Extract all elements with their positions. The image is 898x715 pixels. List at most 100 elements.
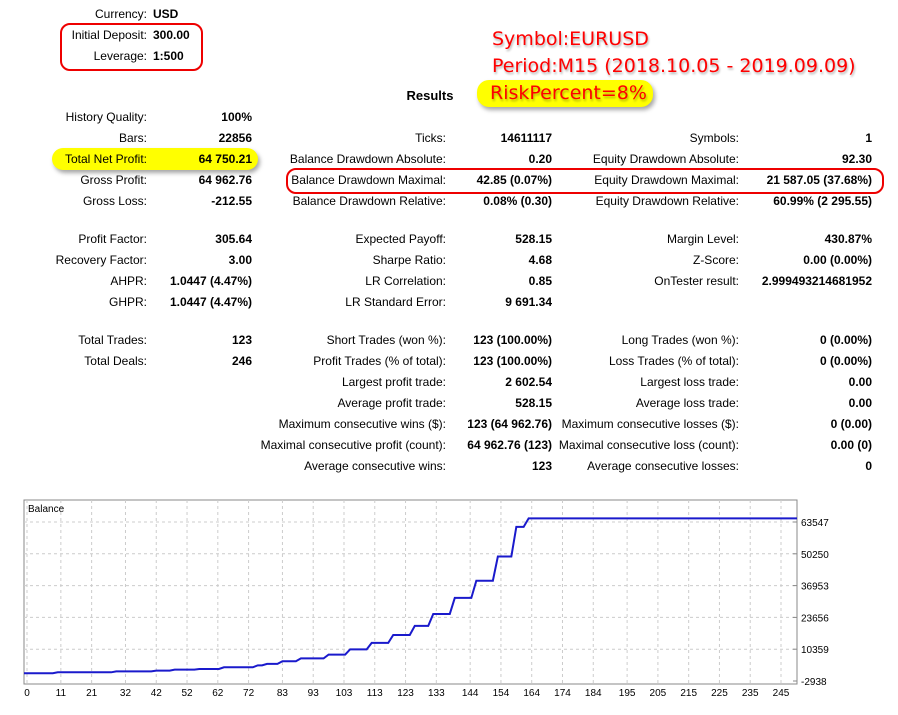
stat-value: 0.00 (0) [830,438,872,452]
stat-value: 0.20 [528,152,552,166]
stat-label: Average consecutive losses: [587,459,739,473]
stat-value: 0.00 [848,375,872,389]
y-tick-label: 50250 [801,550,829,561]
stat-label: LR Correlation: [365,274,446,288]
stat-label: Total Deals: [84,354,147,368]
stat-value: 123 (64 962.76) [467,417,552,431]
x-tick-label: 113 [367,688,383,699]
stat-value: 430.87% [824,232,872,246]
stat-label: Equity Drawdown Relative: [595,194,739,208]
stat-value: -212.55 [211,194,252,208]
x-tick-label: 205 [650,688,667,699]
stat-value: 0 (0.00) [830,417,872,431]
stat-value: 64 962.76 [198,173,252,187]
stat-value: 2.999493214681952 [761,274,872,288]
stat-label: Gross Profit: [80,173,147,187]
stat-label: Long Trades (won %): [621,333,739,347]
y-tick-label: 36953 [801,582,829,593]
stat-value: 2 602.54 [505,375,552,389]
stat-value: 123 [531,459,552,473]
y-tick-label: 10359 [801,645,829,656]
x-tick-label: 52 [181,688,193,699]
stat-label: Ticks: [415,131,446,145]
stat-value: 1.0447 (4.47%) [169,274,252,288]
x-tick-label: 144 [462,688,479,699]
stat-value: 0 (0.00%) [819,354,872,368]
stat-value: 246 [231,354,252,368]
stat-label: AHPR: [110,274,147,288]
stat-label: GHPR: [108,295,147,309]
x-tick-label: 93 [308,688,320,699]
x-tick-label: 21 [86,688,98,699]
stat-value: 92.30 [841,152,872,166]
x-tick-label: 245 [773,688,790,699]
stat-label: Equity Drawdown Absolute: [592,152,739,166]
results-title: Results [406,88,454,103]
currency-value: USD [153,7,179,21]
stat-value: 123 (100.00%) [473,333,552,347]
stat-value: 64 750.21 [198,152,252,166]
stat-label: Margin Level: [666,232,739,246]
stat-label: History Quality: [65,110,147,124]
stat-label: OnTester result: [654,274,739,288]
stat-value: 0.85 [528,274,552,288]
x-tick-label: 11 [56,688,67,699]
x-tick-label: 32 [120,688,132,699]
deposit-value: 300.00 [153,28,190,42]
stat-value: 21 587.05 (37.68%) [766,173,872,187]
leverage-label: Leverage: [93,49,147,63]
net-profit-highlight [52,148,258,170]
stat-value: 42.85 (0.07%) [476,173,552,187]
stat-value: 123 [231,333,252,347]
x-tick-label: 195 [619,688,636,699]
stat-label: Maximum consecutive losses ($): [561,417,739,431]
stat-label: Maximal consecutive profit (count): [260,438,446,452]
stat-value: 123 (100.00%) [473,354,552,368]
stat-value: 0 [865,459,872,473]
x-tick-label: 123 [397,688,414,699]
currency-label: Currency: [94,7,147,21]
stat-label: Expected Payoff: [355,232,446,246]
x-tick-label: 154 [493,688,510,699]
stat-label: Loss Trades (% of total): [608,354,739,368]
stat-label: Average profit trade: [337,396,446,410]
x-tick-label: 225 [711,688,728,699]
stat-value: 14611117 [500,131,552,145]
x-tick-label: 42 [151,688,163,699]
stat-value: 3.00 [228,253,252,267]
stat-label: Maximum consecutive wins ($): [278,417,446,431]
x-tick-label: 133 [428,688,445,699]
stat-value: 528.15 [515,232,552,246]
symbol-annotation: Symbol:EURUSD [492,28,649,50]
stat-label: Balance Drawdown Maximal: [291,173,446,187]
stat-value: 0.08% (0.30) [483,194,552,208]
stat-value: 9 691.34 [505,295,552,309]
stat-label: Recovery Factor: [55,253,147,267]
stat-label: Balance Drawdown Absolute: [289,152,446,166]
stat-label: Short Trades (won %): [326,333,446,347]
x-tick-label: 72 [243,688,255,699]
stat-label: Sharpe Ratio: [372,253,446,267]
chart-title: Balance [28,504,65,515]
stat-value: 60.99% (2 295.55) [773,194,872,208]
stat-label: Largest loss trade: [640,375,739,389]
x-tick-label: 103 [336,688,353,699]
stat-value: 1 [865,131,872,145]
x-tick-label: 83 [277,688,289,699]
x-tick-label: 174 [554,688,571,699]
stat-value: 22856 [218,131,252,145]
stat-label: Gross Loss: [82,194,147,208]
balance-line [24,517,797,675]
chart-frame [23,499,798,685]
stat-label: Average loss trade: [635,396,739,410]
stat-label: Symbols: [689,131,739,145]
risk-highlight [477,80,653,107]
stat-label: LR Standard Error: [345,295,446,309]
stat-label: Largest profit trade: [341,375,446,389]
y-tick-label: 23656 [801,613,829,624]
stat-value: 0.00 [848,396,872,410]
stat-value: 4.68 [528,253,552,267]
stat-label: Equity Drawdown Maximal: [594,173,739,187]
x-tick-label: 62 [212,688,224,699]
